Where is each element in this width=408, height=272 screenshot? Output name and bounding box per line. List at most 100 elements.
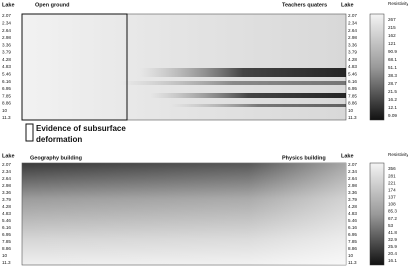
depth-label: 4.83 [348,211,357,216]
depth-label: 3.36 [2,190,11,195]
depth-label: 8.86 [2,246,11,251]
lake-label: Lake [2,153,15,159]
bottom-section [21,162,347,266]
depth-label: 4.28 [348,204,357,209]
lake-label: Lake [341,2,354,8]
colorbar-label: 28.7 [388,81,397,86]
colorbar-label: 25.9 [388,244,397,249]
depth-label: 6.16 [2,79,11,84]
depth-label: 5.46 [2,72,11,77]
depth-label: 10 [2,253,8,258]
depth-label: 2.64 [2,176,11,181]
depth-label: 2.98 [2,35,11,40]
depth-label: 6.95 [2,86,11,91]
top-section [21,13,347,121]
colorbar-title: Resistivity in Ohm [388,1,408,6]
depth-label: 4.83 [348,64,357,69]
colorbar-label: 281 [388,173,396,178]
depth-label: 6.95 [2,232,11,237]
depth-label: 8.86 [348,246,357,251]
colorbar-label: 108 [388,202,396,207]
lake-label: Lake [2,2,15,8]
depth-label: 6.95 [348,86,357,91]
legend-text: Evidence of subsurface [36,124,126,133]
depth-label: 2.34 [348,169,357,174]
depth-label: 5.46 [348,218,357,223]
depth-label: 8.86 [2,101,11,106]
depth-label: 4.28 [348,57,357,62]
colorbar-label: 12.1 [388,105,397,110]
depth-label: 2.98 [2,183,11,188]
colorbar-label: 267 [388,17,396,22]
depth-label: 6.16 [2,225,11,230]
depth-label: 7.85 [348,93,357,98]
colorbar-label: 38.3 [388,73,397,78]
depth-label: 8.86 [348,101,357,106]
depth-label: 2.98 [348,183,357,188]
colorbar-label: 53 [388,223,394,228]
depth-label: 6.16 [348,225,357,230]
depth-label: 4.28 [2,57,11,62]
colorbar-label: 67.2 [388,216,397,221]
colorbar-label: 356 [388,166,396,171]
depth-label: 5.46 [2,218,11,223]
colorbar-label: 32.9 [388,237,397,242]
depth-label: 10 [348,253,354,258]
lake-label: Lake [341,153,354,159]
colorbar [369,13,385,121]
colorbar-label: 215 [388,25,396,30]
depth-label: 6.95 [348,232,357,237]
depth-label: 11.3 [2,115,11,120]
site-label: Physics building [282,155,326,161]
colorbar-label: 68.1 [388,57,397,62]
depth-label: 2.64 [2,28,11,33]
colorbar-label: 51.1 [388,65,397,70]
depth-label: 3.36 [348,42,357,47]
depth-label: 3.36 [348,190,357,195]
site-label: Open ground [35,2,70,8]
depth-label: 7.85 [2,239,11,244]
depth-label: 4.28 [2,204,11,209]
site-label: Geography building [30,155,82,161]
site-label: Teachers quaters [282,2,327,8]
legend-swatch [25,123,34,142]
depth-label: 5.46 [348,72,357,77]
depth-label: 3.79 [2,197,11,202]
depth-label: 4.83 [2,211,11,216]
depth-label: 2.64 [348,28,357,33]
depth-label: 2.07 [348,13,357,18]
depth-label: 2.07 [348,162,357,167]
depth-label: 11.3 [348,115,357,120]
colorbar-label: 162 [388,33,396,38]
depth-label: 2.07 [2,162,11,167]
colorbar-label: 20.4 [388,251,397,256]
depth-label: 11.3 [2,260,11,265]
depth-label: 6.16 [348,79,357,84]
depth-label: 7.85 [348,239,357,244]
depth-label: 3.36 [2,42,11,47]
colorbar-label: 85.3 [388,209,397,214]
colorbar-label: 174 [388,187,396,192]
colorbar-label: 41.8 [388,230,397,235]
depth-label: 3.79 [348,50,357,55]
depth-label: 2.07 [2,13,11,18]
depth-label: 11.3 [348,260,357,265]
colorbar-label: 16.1 [388,258,397,263]
depth-label: 2.34 [2,169,11,174]
colorbar-label: 90.9 [388,49,397,54]
colorbar-title: Resistivity in Ohm [388,152,408,157]
depth-label: 7.85 [2,93,11,98]
depth-label: 2.34 [348,21,357,26]
colorbar-label: 21.5 [388,89,397,94]
colorbar [369,162,385,266]
colorbar-label: 221 [388,180,396,185]
colorbar-label: 9.09 [388,113,397,118]
depth-label: 10 [348,108,354,113]
colorbar-label: 137 [388,195,396,200]
depth-label: 3.79 [2,50,11,55]
depth-label: 4.83 [2,64,11,69]
colorbar-label: 16.2 [388,97,397,102]
depth-label: 2.34 [2,21,11,26]
depth-label: 2.64 [348,176,357,181]
